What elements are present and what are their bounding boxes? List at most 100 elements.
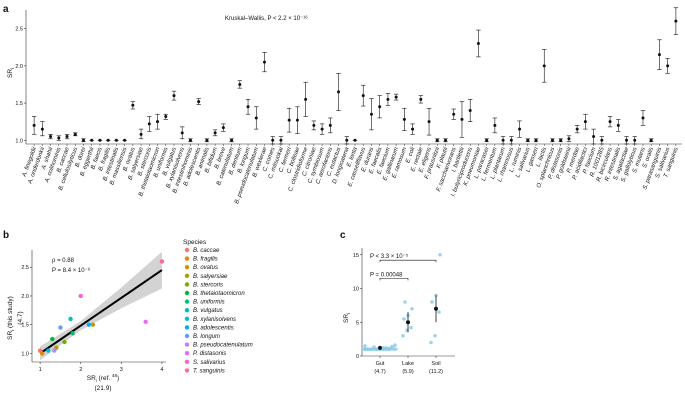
panel-a-mean-point — [369, 112, 373, 116]
panel-b-xlabel-main: SR — [87, 375, 96, 382]
panel-a-mean-point — [493, 123, 497, 127]
panel-c-point — [402, 317, 406, 321]
panel-b-xlabel-refnum: 48 — [112, 373, 118, 378]
panel-a-mean-point — [139, 132, 143, 136]
panel-c-marks: P = 0.00048 P < 3.3 × 10⁻⁵ — [362, 252, 442, 352]
panel-c-point — [401, 333, 405, 338]
panel-a-mean-point — [600, 138, 604, 142]
panel-a-mean-point — [501, 138, 505, 142]
panel-a-mean-point — [230, 138, 234, 142]
panel-a-mean-point — [262, 60, 266, 64]
panel-a-mean-point — [287, 118, 291, 122]
panel-b-legend-label: B. fragilis — [193, 257, 218, 263]
panel-a-mean-point — [411, 127, 415, 131]
panel-a-axes: 1.0 1.5 2.0 2.5 — [15, 10, 682, 146]
panel-b-fit-line — [39, 269, 163, 355]
panel-a-mean-point — [271, 138, 275, 142]
panel-a-mean-point — [131, 103, 135, 107]
panel-b-legend-swatch — [184, 247, 190, 253]
panel-b-legend-label: B. stercoris — [193, 282, 223, 288]
panel-c-xtick-note: (5.9) — [402, 369, 413, 375]
panel-b-legend-label: B. uniformis — [193, 300, 225, 306]
panel-b-ylabel-main: SR — [7, 330, 14, 339]
panel-a-annotation: Kruskal–Wallis, P < 2.2 × 10⁻¹⁶ — [225, 15, 308, 22]
panel-label-b: b — [3, 230, 9, 241]
panel-a-mean-point — [476, 42, 480, 45]
panel-a-mean-point — [304, 97, 308, 101]
panel-c-point — [429, 340, 433, 345]
panel-label-a: a — [3, 4, 9, 15]
panel-c-point — [409, 325, 413, 330]
panel-c-xtick-label: Soil — [431, 361, 440, 367]
panel-a-xtick-label: E. coli — [405, 146, 416, 164]
panel-b-legend-label: B. adolescentis — [193, 325, 234, 331]
panel-c-ytick-label: 0 — [356, 354, 359, 360]
panel-b-legend-swatch — [184, 316, 190, 321]
panel-a-mean-point — [156, 120, 160, 124]
panel-b-legend-label: B. vulgatus — [193, 308, 223, 314]
panel-a-mean-point — [180, 131, 184, 135]
panel-b-point — [46, 348, 51, 353]
panel-b-legend-label: P. distasonis — [193, 351, 226, 357]
panel-a-mean-point — [452, 112, 456, 116]
panel-a-mean-point — [674, 19, 678, 23]
panel-b-legend-swatch — [184, 333, 190, 339]
panel-c-point — [438, 252, 442, 257]
panel-b-xlabel-ref: (ref. — [97, 375, 112, 382]
panel-a-mean-point — [98, 138, 102, 142]
panel-b-ytick-label: 1.5 — [21, 323, 29, 329]
panel-a-mean-point — [114, 138, 118, 142]
panel-b-marks — [37, 251, 165, 361]
panel-a-mean-point — [402, 117, 406, 121]
panel-b-point — [86, 322, 92, 327]
panel-a-mean-point — [279, 138, 283, 142]
panel-c-xtick-note: (11.2) — [429, 369, 443, 375]
panel-b-legend-swatch — [184, 273, 190, 278]
panel-a-ytick-label: 1.5 — [15, 101, 23, 107]
panel-b-legend-label: B. xylanisolvens — [193, 317, 236, 323]
panel-a-mean-point — [583, 120, 587, 124]
panel-a-mean-point — [460, 117, 464, 121]
panel-b-ylabel-sub: i — [10, 330, 15, 331]
panel-b-legend-label: B. thetaiotaomicron — [193, 291, 245, 297]
panel-a-ylabel-main: SR — [7, 69, 14, 78]
panel-b-xtick-label: 1 — [39, 367, 42, 373]
panel-c-bracket — [379, 259, 437, 263]
panel-a-mean-point — [246, 105, 250, 109]
panel-b-point — [143, 319, 148, 324]
panel-a-mean-point — [164, 114, 168, 118]
panel-c-ytick-label: 10 — [353, 287, 359, 293]
panel-b-legend: B. caccae B. fragilis B. ovatus B. salyersi… — [184, 247, 253, 374]
panel-a-mean-point — [592, 135, 596, 139]
panel-a-mean-point — [337, 90, 341, 94]
panel-a-mean-point — [427, 120, 431, 124]
panel-b-legend-label: T. sanguinis — [193, 368, 225, 374]
panel-a-mean-point — [81, 138, 85, 142]
panel-a-mean-point — [57, 136, 61, 140]
panel-b-point — [62, 339, 67, 345]
panel-a-mean-point — [345, 138, 349, 142]
panel-b-legend-swatch — [184, 299, 190, 304]
panel-b-xtick-label: 2 — [79, 367, 82, 373]
panel-b-point — [58, 325, 63, 330]
panel-a-mean-point — [188, 138, 192, 142]
panel-a-mean-point — [526, 138, 530, 142]
panel-a-ylabel-sub: i — [10, 68, 15, 69]
panel-b-point — [70, 331, 75, 336]
panel-b-point — [78, 293, 83, 299]
panel-b-xlabel-sub: i — [96, 378, 97, 383]
panel-b-legend-title: Species — [183, 239, 207, 246]
panel-a-mean-point — [575, 127, 579, 131]
panel-b-legend-label: B. salyersiae — [193, 274, 228, 280]
panel-a-mean-point — [518, 127, 522, 131]
panel-b-ylabel-note: (4.7) — [17, 311, 24, 324]
panel-a-mean-point — [550, 138, 554, 142]
panel-a-mean-point — [386, 97, 390, 101]
panel-a-mean-point — [666, 64, 670, 68]
panel-a-mean-point — [40, 127, 44, 131]
panel-a-mean-point — [197, 100, 201, 104]
panel-b-legend-swatch — [184, 368, 190, 373]
panel-c-bracket — [379, 278, 409, 281]
panel-c-ytick-label: 5 — [356, 320, 359, 326]
